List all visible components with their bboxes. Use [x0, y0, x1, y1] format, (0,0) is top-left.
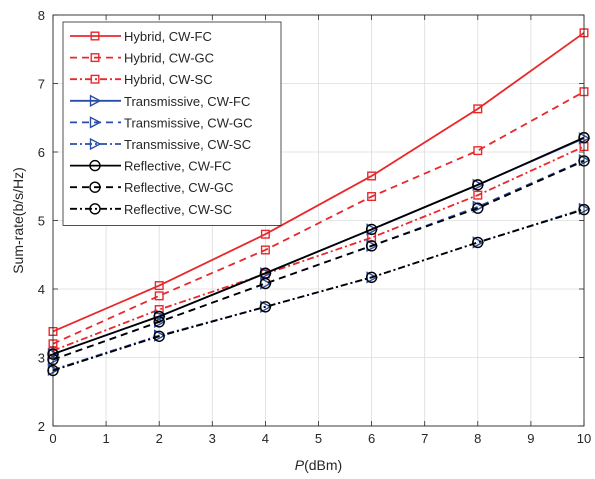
data-point	[472, 236, 484, 249]
series-line	[52, 136, 585, 355]
series-8	[47, 155, 590, 366]
y-axis-label: Sum-rate(b/s/Hz)	[10, 167, 26, 274]
data-point	[260, 229, 270, 239]
x-tick-label: 0	[49, 431, 56, 446]
x-tick-label: 10	[577, 431, 591, 446]
x-tick-label: 3	[209, 431, 216, 446]
legend-label: Reflective, CW-SC	[124, 202, 232, 217]
series-line	[52, 32, 585, 333]
legend-item: Hybrid, CW-FC	[70, 29, 212, 44]
series-line	[52, 145, 585, 352]
y-tick-label: 5	[38, 214, 45, 229]
legend-marker	[89, 116, 102, 129]
legend-marker	[90, 53, 100, 63]
series-line	[52, 208, 585, 372]
y-tick-label: 2	[38, 419, 45, 434]
x-tick-label: 2	[156, 431, 163, 446]
legend-marker	[90, 31, 100, 41]
x-tick-label: 7	[421, 431, 428, 446]
x-tick-label: 4	[262, 431, 269, 446]
legend-item: Reflective, CW-FC	[70, 159, 231, 174]
x-tick-label: 9	[527, 431, 534, 446]
y-tick-label: 6	[38, 145, 45, 160]
legend-item: Transmissive, CW-FC	[70, 94, 250, 109]
legend-label: Reflective, CW-GC	[124, 180, 234, 195]
legend-item: Reflective, CW-SC	[70, 202, 232, 217]
data-point	[259, 301, 272, 313]
data-point	[365, 271, 378, 284]
data-point	[154, 291, 164, 301]
data-point	[153, 316, 165, 328]
data-point	[473, 146, 483, 156]
legend-item: Hybrid, CW-SC	[70, 72, 213, 87]
legend-label: Transmissive, CW-FC	[124, 94, 250, 109]
y-tick-label: 4	[38, 282, 45, 297]
legend-marker	[89, 137, 102, 151]
x-tick-label: 1	[102, 431, 109, 446]
y-tick-label: 8	[38, 8, 45, 23]
legend-marker	[89, 181, 101, 193]
axes-box	[52, 14, 585, 427]
legend-label: Transmissive, CW-SC	[124, 137, 251, 152]
data-point	[472, 179, 484, 191]
legend-marker	[89, 94, 102, 107]
series-line	[52, 160, 585, 361]
x-tick-label: 5	[315, 431, 322, 446]
data-point	[367, 192, 377, 202]
data-point	[367, 171, 377, 181]
x-axis-label: P(dBm)	[295, 457, 342, 473]
legend-label: Hybrid, CW-FC	[124, 29, 212, 44]
legend-marker	[90, 74, 100, 84]
data-point	[365, 240, 378, 252]
legend-label: Hybrid, CW-SC	[124, 72, 213, 87]
data-point	[259, 277, 272, 290]
series-1	[48, 28, 589, 336]
legend-label: Reflective, CW-FC	[124, 159, 231, 174]
legend-label: Hybrid, CW-GC	[124, 51, 214, 66]
legend-item: Reflective, CW-GC	[70, 180, 234, 195]
y-tick-label: 3	[38, 351, 45, 366]
data-point	[154, 281, 164, 291]
y-tick-label: 7	[38, 77, 45, 92]
legend-marker	[89, 203, 101, 215]
data-point	[365, 223, 378, 236]
legend: Hybrid, CW-FC Hybrid, CW-GC Hybrid, CW-SC T…	[62, 21, 282, 226]
x-tick-label: 8	[474, 431, 481, 446]
series-line	[52, 90, 585, 345]
data-point	[260, 245, 270, 255]
legend-item: Transmissive, CW-SC	[70, 137, 251, 152]
data-point	[472, 202, 484, 214]
legend-item: Hybrid, CW-GC	[70, 51, 214, 66]
x-tick-label: 6	[368, 431, 375, 446]
data-point	[473, 190, 483, 200]
legend-item: Transmissive, CW-GC	[70, 115, 253, 130]
data-point	[153, 330, 165, 342]
data-point	[473, 104, 483, 114]
legend-marker	[89, 159, 101, 172]
legend-label: Transmissive, CW-GC	[124, 115, 253, 130]
